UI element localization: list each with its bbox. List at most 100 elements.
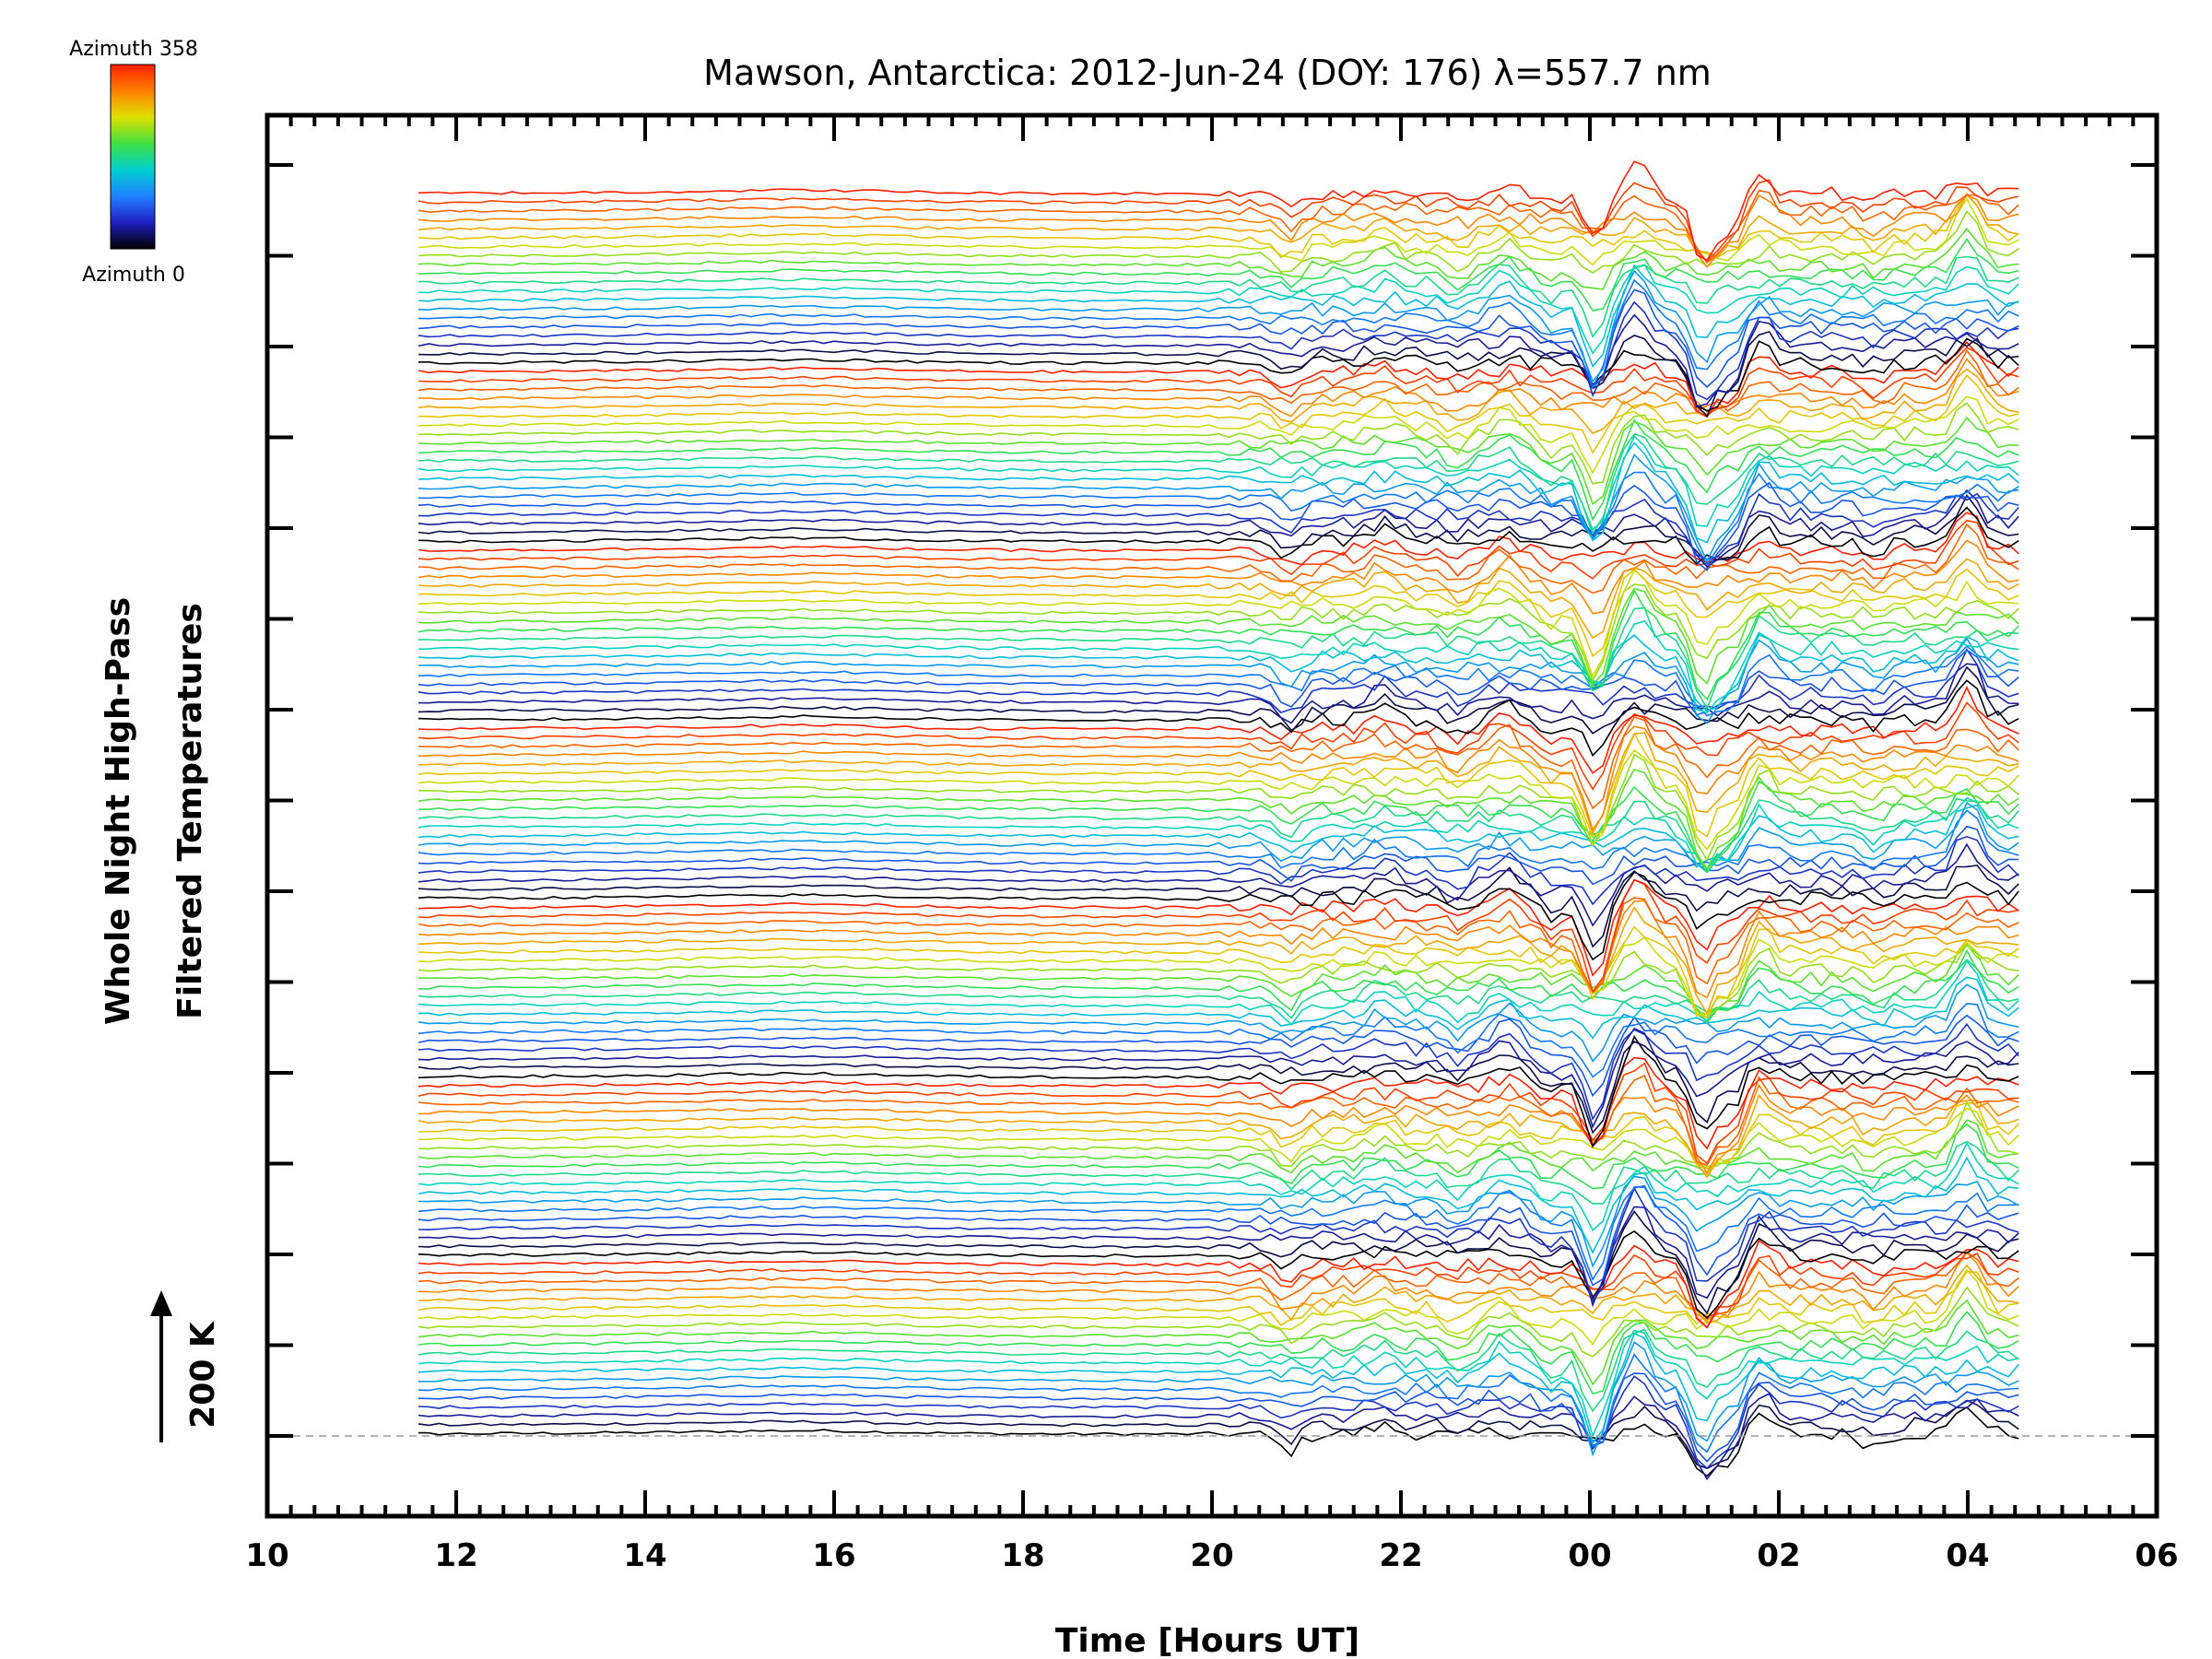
- temperature-trace: [418, 1328, 2019, 1413]
- temperature-trace: [418, 453, 2019, 563]
- temperature-trace: [418, 809, 2019, 871]
- x-tick-label: 06: [2135, 1537, 2178, 1574]
- temperature-trace: [418, 649, 2019, 716]
- temperature-trace: [418, 645, 2019, 717]
- temperature-trace: [418, 227, 2019, 290]
- temperature-trace: [418, 648, 2019, 714]
- x-tick-label: 10: [245, 1537, 288, 1574]
- colorbar-bottom-label: Azimuth 0: [82, 264, 185, 287]
- scale-indicator: 200 K: [150, 1290, 222, 1442]
- temperature-trace: [418, 801, 2019, 868]
- temperature-trace: [418, 512, 2019, 566]
- temperature-trace: [418, 1083, 2019, 1175]
- temperature-trace: [418, 1372, 2019, 1463]
- temperature-trace: [418, 358, 2019, 418]
- temperature-trace: [418, 944, 2019, 1016]
- temperature-trace: [418, 1353, 2019, 1453]
- temperature-trace: [418, 1268, 2019, 1346]
- temperature-trace: [418, 959, 2019, 1026]
- x-tick-label: 12: [434, 1537, 477, 1574]
- temperature-trace: [418, 189, 2019, 265]
- x-ticks: 10 12 14 16 18 20 22 00 02 04 06: [245, 115, 2179, 1574]
- temperature-trace: [418, 1311, 2019, 1395]
- temperature-trace: [418, 1393, 2019, 1481]
- temperature-trace: [418, 264, 2019, 369]
- temperature-trace: [418, 1209, 2019, 1315]
- x-tick-label: 00: [1568, 1537, 1611, 1574]
- temperature-trace: [418, 481, 2019, 571]
- temperature-trace: [418, 587, 2019, 687]
- temperature-trace: [418, 1156, 2019, 1254]
- temperature-trace: [418, 589, 2019, 701]
- temperature-trace: [418, 900, 2019, 999]
- x-tick-label: 02: [1757, 1537, 1800, 1574]
- temperature-trace: [418, 194, 2019, 268]
- temperature-trace: [418, 983, 2019, 1063]
- temperature-trace: [418, 1002, 2019, 1078]
- colorbar: Azimuth 358 Azimuth 0: [69, 38, 198, 287]
- temperature-trace: [418, 1123, 2019, 1190]
- temperature-trace: [418, 633, 2019, 712]
- temperature-trace: [418, 255, 2019, 338]
- temperature-trace: [418, 1119, 2019, 1174]
- temperature-trace: [418, 179, 2019, 263]
- temperature-trace: [418, 1175, 2019, 1268]
- temperature-trace: [418, 1185, 2019, 1287]
- temperature-trace: [418, 842, 2019, 927]
- temperature-trace: [418, 780, 2019, 874]
- temperature-trace: [418, 160, 2019, 262]
- temperature-trace: [418, 665, 2019, 735]
- temperature-trace: [418, 1251, 2019, 1322]
- temperature-trace: [418, 796, 2019, 874]
- temperature-trace: [418, 210, 2019, 274]
- temperature-trace: [418, 269, 2019, 383]
- temperature-trace: [418, 686, 2019, 774]
- plot-series: [418, 160, 2019, 1481]
- temperature-trace: [418, 878, 2019, 994]
- temperature-trace: [418, 539, 2019, 615]
- x-tick-label: 22: [1379, 1537, 1422, 1574]
- temperature-trace: [418, 300, 2019, 401]
- temperature-trace: [418, 558, 2019, 640]
- temperature-trace: [418, 1056, 2019, 1150]
- temperature-trace: [418, 753, 2019, 862]
- x-tick-label: 16: [812, 1537, 855, 1574]
- temperature-trace: [418, 1329, 2019, 1439]
- temperature-trace: [418, 1093, 2019, 1179]
- x-tick-label: 18: [1001, 1537, 1044, 1574]
- temperature-trace: [418, 1406, 2019, 1477]
- temperature-trace: [418, 1022, 2019, 1121]
- temperature-trace: [418, 1286, 2019, 1358]
- temperature-trace: [418, 347, 2019, 416]
- temperature-trace: [418, 1140, 2019, 1205]
- temperature-trace: [418, 264, 2019, 355]
- chart-title: Mawson, Antarctica: 2012-Jun-24 (DOY: 17…: [703, 53, 1712, 93]
- temperature-trace: [418, 1230, 2019, 1320]
- temperature-trace: [418, 1075, 2019, 1166]
- temperature-trace: [418, 1107, 2019, 1169]
- temperature-trace: [418, 1184, 2019, 1281]
- temperature-trace: [418, 402, 2019, 485]
- temperature-trace: [418, 606, 2019, 711]
- temperature-trace: [418, 619, 2019, 714]
- temperature-trace: [418, 417, 2019, 506]
- temperature-trace: [418, 804, 2019, 871]
- temperature-trace: [418, 797, 2019, 870]
- temperature-trace: [418, 1101, 2019, 1176]
- temperature-trace: [418, 878, 2019, 977]
- temperature-trace: [418, 637, 2019, 724]
- temperature-trace: [418, 1062, 2019, 1165]
- temperature-trace: [418, 492, 2019, 560]
- temperature-trace: [418, 583, 2019, 683]
- temperature-trace: [418, 715, 2019, 810]
- temperature-trace: [418, 1186, 2019, 1303]
- temperature-trace: [418, 1399, 2019, 1470]
- temperature-trace: [418, 568, 2019, 658]
- temperature-trace: [418, 1239, 2019, 1329]
- x-tick-label: 14: [623, 1537, 666, 1574]
- temperature-trace: [418, 679, 2019, 758]
- temperature-trace: [418, 192, 2019, 263]
- temperature-trace: [418, 948, 2019, 1024]
- temperature-trace: [418, 864, 2019, 948]
- temperature-trace: [418, 432, 2019, 531]
